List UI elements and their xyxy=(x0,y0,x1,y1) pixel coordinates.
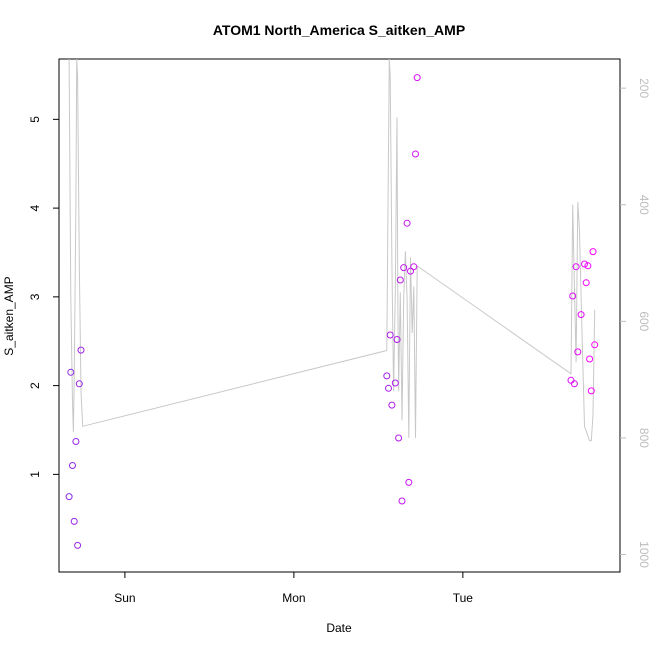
y-tick-label: 3 xyxy=(28,293,42,300)
y-tick-label: 5 xyxy=(28,116,42,123)
data-point xyxy=(398,497,406,505)
data-point xyxy=(75,380,83,388)
data-point xyxy=(74,541,82,549)
data-point xyxy=(589,248,597,256)
data-point xyxy=(569,292,577,300)
data-point xyxy=(67,368,75,376)
data-point xyxy=(574,348,582,356)
data-point xyxy=(388,401,396,409)
y2-tick-label: 600 xyxy=(637,311,650,331)
point-series xyxy=(65,74,599,549)
y-tick-label: 1 xyxy=(28,471,42,478)
data-point xyxy=(591,341,599,349)
data-point xyxy=(395,434,403,442)
data-point xyxy=(77,346,85,354)
x-axis-label: Date xyxy=(326,621,352,635)
data-point xyxy=(385,384,392,392)
data-point xyxy=(403,219,411,227)
y-tick-label: 4 xyxy=(28,204,42,211)
y-axis-label: S_aitken_AMP xyxy=(2,276,16,355)
y2-tick-label: 800 xyxy=(637,428,650,448)
data-point xyxy=(400,264,408,272)
x-tick-label: Sun xyxy=(114,591,135,605)
data-point xyxy=(582,279,590,287)
y-tick-label: 2 xyxy=(28,382,42,389)
data-point xyxy=(70,517,78,525)
series-line xyxy=(68,58,596,442)
data-point xyxy=(410,263,418,271)
data-point xyxy=(69,462,76,469)
data-point xyxy=(396,276,404,284)
x-tick-label: Mon xyxy=(282,591,305,605)
data-point xyxy=(570,380,578,388)
x-axis: Sun Mon Tue xyxy=(114,572,473,605)
y2-tick-label: 1000 xyxy=(637,541,650,568)
data-point xyxy=(65,493,73,501)
line-series xyxy=(68,58,596,442)
data-point xyxy=(72,438,80,445)
data-point xyxy=(383,372,391,380)
data-point xyxy=(584,262,592,270)
data-point xyxy=(386,331,394,339)
data-point xyxy=(587,387,595,395)
data-point xyxy=(393,336,401,343)
data-point xyxy=(586,355,594,363)
data-point xyxy=(391,379,399,387)
plot-frame xyxy=(58,58,621,573)
data-point xyxy=(407,267,414,275)
chart-title: ATOM1 North_America S_aitken_AMP xyxy=(213,22,465,38)
y2-tick-label: 200 xyxy=(637,78,650,98)
y-axis: 1 2 3 4 5 xyxy=(28,116,59,478)
data-point xyxy=(581,260,588,268)
data-point xyxy=(413,74,421,82)
y2-tick-label: 400 xyxy=(637,195,650,215)
y2-axis: 200 400 600 800 1000 xyxy=(620,78,650,568)
data-point xyxy=(572,263,580,271)
data-point xyxy=(405,478,413,486)
x-tick-label: Tue xyxy=(453,591,474,605)
data-point xyxy=(577,311,585,319)
data-point xyxy=(412,150,419,158)
